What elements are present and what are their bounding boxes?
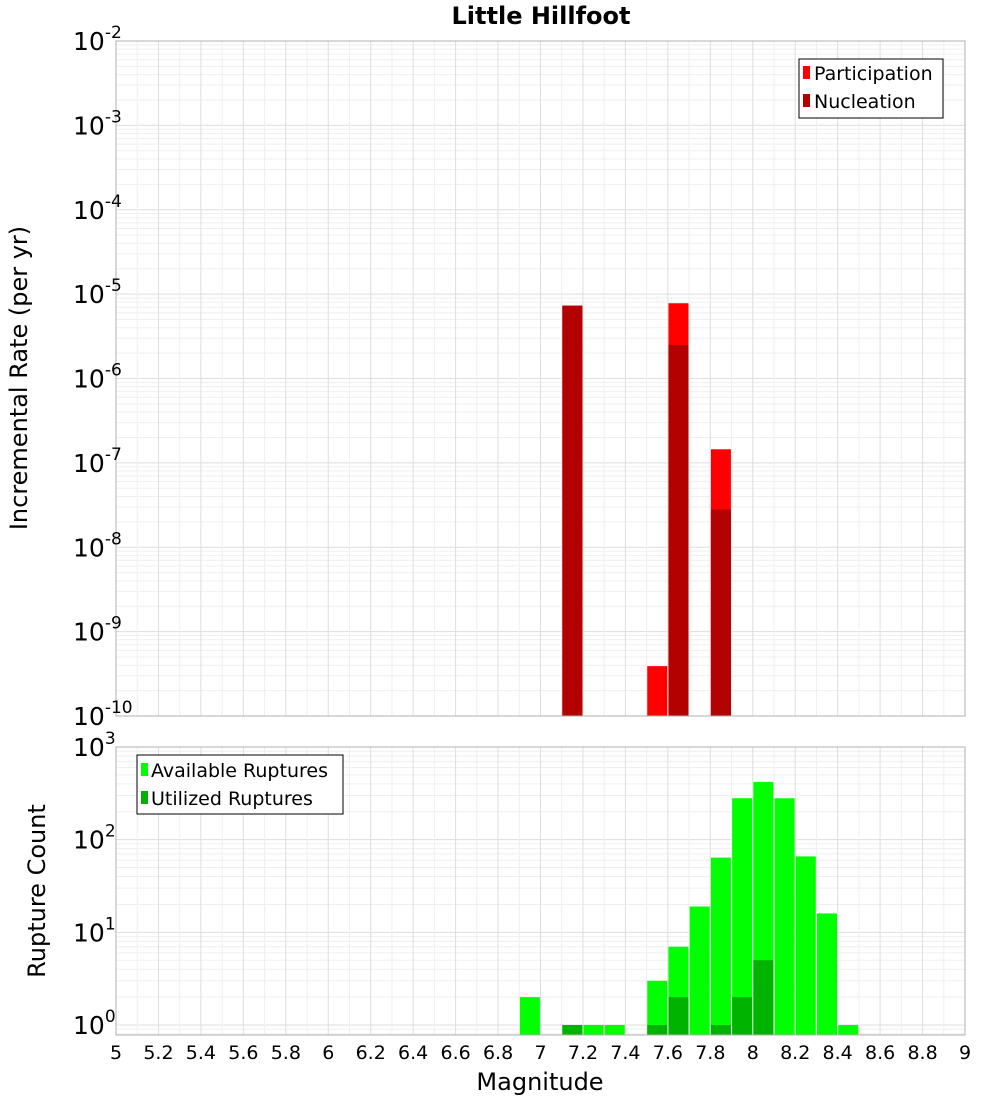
y-tick-label: 10-5 xyxy=(73,276,122,309)
x-tick-label: 8.4 xyxy=(823,1042,853,1064)
count-bar-a xyxy=(604,1025,625,1035)
x-tick-label: 8.8 xyxy=(907,1042,937,1064)
count-bar-a xyxy=(647,980,668,1035)
x-tick-label: 7 xyxy=(534,1042,546,1064)
count-bar-a xyxy=(583,1025,604,1035)
count-bar-a xyxy=(732,798,753,1035)
x-tick-labels: 5 5.2 5.4 5.6 5.8 6 6.2 6.4 6.6 6.8 7 7.2 7.4 7.6 7.8 8… xyxy=(110,1042,971,1064)
x-tick-label: 5.6 xyxy=(228,1042,258,1064)
count-bar-a xyxy=(838,1025,859,1035)
y-tick-label: 10-8 xyxy=(73,529,122,562)
top-legend-box xyxy=(798,58,944,119)
rate-bar-b xyxy=(562,305,583,716)
top-plot-gridlines xyxy=(115,41,966,717)
chart-title: Little Hillfoot xyxy=(452,2,631,30)
y-tick-label: 10-3 xyxy=(73,107,122,140)
x-tick-label: 8 xyxy=(747,1042,759,1064)
x-tick-label: 5 xyxy=(110,1042,122,1064)
count-bar-a xyxy=(689,906,710,1035)
x-axis-label: Magnitude xyxy=(476,1068,603,1096)
x-tick-label: 8.2 xyxy=(780,1042,810,1064)
x-tick-label: 6 xyxy=(322,1042,334,1064)
count-bar-a xyxy=(710,857,731,1035)
count-bar-a xyxy=(817,913,838,1035)
x-tick-label: 7.4 xyxy=(610,1042,640,1064)
bottom-plot-gridlines xyxy=(115,747,966,1035)
y-tick-label: 101 xyxy=(73,914,116,947)
x-tick-label: 6.6 xyxy=(440,1042,470,1064)
x-tick-label: 9 xyxy=(959,1042,971,1064)
legend-swatch-available xyxy=(141,763,148,776)
rate-bar-a xyxy=(647,666,668,716)
count-bar-a xyxy=(519,997,540,1035)
x-tick-label: 5.4 xyxy=(186,1042,216,1064)
y-tick-label: 10-9 xyxy=(73,614,122,647)
legend-label-utilized: Utilized Ruptures xyxy=(151,788,313,810)
legend-swatch-participation xyxy=(803,66,810,79)
x-tick-label: 6.4 xyxy=(398,1042,428,1064)
legend-label-participation: Participation xyxy=(814,63,933,85)
bottom-plot-bars xyxy=(519,781,859,1035)
count-bar-a xyxy=(774,798,795,1035)
x-tick-label: 7.2 xyxy=(568,1042,598,1064)
count-bar-b xyxy=(753,960,774,1035)
count-bar-b xyxy=(647,1025,668,1035)
x-tick-label: 8.6 xyxy=(865,1042,895,1064)
bottom-y-tick-labels: 100 101 102 103 xyxy=(73,729,116,1040)
bottom-legend: Available Ruptures Utilized Ruptures xyxy=(136,754,344,815)
legend-label-available: Available Ruptures xyxy=(151,760,328,782)
x-tick-label: 5.2 xyxy=(143,1042,173,1064)
y-tick-label: 102 xyxy=(73,822,116,855)
y-tick-label: 10-10 xyxy=(73,698,133,731)
bottom-plot-frame xyxy=(115,746,966,1036)
legend-label-nucleation: Nucleation xyxy=(814,91,916,113)
y-tick-label: 10-6 xyxy=(73,361,122,394)
count-bar-a xyxy=(795,856,816,1035)
legend-swatch-utilized xyxy=(141,791,148,804)
x-tick-label: 6.2 xyxy=(356,1042,386,1064)
x-tick-label: 7.8 xyxy=(695,1042,725,1064)
top-legend: Participation Nucleation xyxy=(798,58,944,119)
top-y-tick-labels: 10-10 10-9 10-8 10-7 10-6 10-5 10-4 10-3 10-2 xyxy=(73,23,133,731)
x-tick-label: 6.8 xyxy=(483,1042,513,1064)
y-tick-label: 10-4 xyxy=(73,192,122,225)
rate-bar-b xyxy=(710,509,731,716)
top-plot-bars xyxy=(562,303,731,716)
legend-swatch-nucleation xyxy=(803,94,810,107)
x-tick-label: 5.8 xyxy=(271,1042,301,1064)
y-tick-label: 103 xyxy=(73,729,116,762)
top-y-axis-label: Incremental Rate (per yr) xyxy=(5,226,33,530)
top-plot-frame xyxy=(115,40,966,717)
x-tick-label: 7.6 xyxy=(653,1042,683,1064)
count-bar-b xyxy=(710,1025,731,1035)
bottom-legend-box xyxy=(136,754,344,815)
y-tick-label: 10-2 xyxy=(73,23,122,56)
rate-bar-b xyxy=(668,344,689,716)
y-tick-label: 10-7 xyxy=(73,445,122,478)
count-bar-b xyxy=(732,997,753,1035)
y-tick-label: 100 xyxy=(73,1007,116,1040)
bottom-y-axis-label: Rupture Count xyxy=(23,804,51,978)
count-bar-b xyxy=(668,997,689,1035)
count-bar-b xyxy=(562,1025,583,1035)
